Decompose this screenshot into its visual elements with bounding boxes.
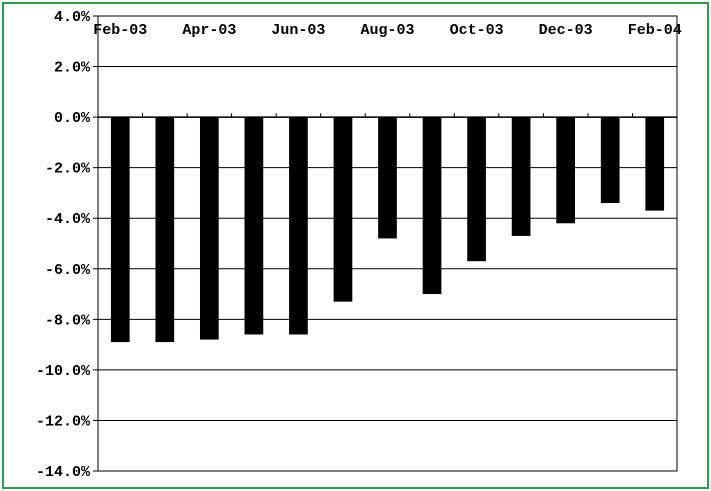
bar-Nov-03 <box>511 117 531 236</box>
bar-Aug-03 <box>378 117 397 239</box>
plot-area-border <box>97 15 678 472</box>
y-tick-label: 2.0% <box>54 60 91 77</box>
gridlines <box>98 15 677 472</box>
x-tick-label: Feb-03 <box>93 22 147 39</box>
bar-Jan-04 <box>600 117 620 204</box>
tick-labels: 4.0% 2.0% 0.0% -2.0% -4.0% -6.0% -8.0% -10.0% -1… <box>36 9 682 481</box>
bar-Feb-04 <box>645 117 665 211</box>
bar-Jul-03 <box>333 117 353 302</box>
bar-Feb-03 <box>110 117 130 343</box>
axes <box>93 15 678 472</box>
x-tick-label: Dec-03 <box>539 22 593 39</box>
y-tick-label: -6.0% <box>45 262 91 279</box>
y-tick-label: 4.0% <box>54 9 91 26</box>
y-tick-label: 0.0% <box>54 110 91 127</box>
bar-Dec-03 <box>556 117 576 224</box>
bar-Oct-03 <box>467 117 486 262</box>
x-tick-label: Feb-04 <box>628 22 682 39</box>
x-tick-label: Jun-03 <box>271 22 325 39</box>
bar-May-03 <box>244 117 264 335</box>
bar-chart: 4.0% 2.0% 0.0% -2.0% -4.0% -6.0% -8.0% -10.0% -1… <box>36 9 682 481</box>
y-tick-label: -10.0% <box>36 363 91 380</box>
y-tick-label: -2.0% <box>45 161 91 178</box>
bar-Mar-03 <box>155 117 175 343</box>
y-tick-label: -12.0% <box>36 413 91 430</box>
x-tick-label: Oct-03 <box>450 22 504 39</box>
bar-Apr-03 <box>199 117 219 340</box>
y-tick-label: -14.0% <box>36 464 91 481</box>
bar-Sep-03 <box>422 117 442 295</box>
bars <box>110 117 665 343</box>
y-tick-label: -4.0% <box>45 211 91 228</box>
x-tick-label: Aug-03 <box>360 22 414 39</box>
bar-Jun-03 <box>289 117 308 335</box>
x-tick-label: Apr-03 <box>182 22 236 39</box>
y-tick-label: -8.0% <box>45 312 91 329</box>
